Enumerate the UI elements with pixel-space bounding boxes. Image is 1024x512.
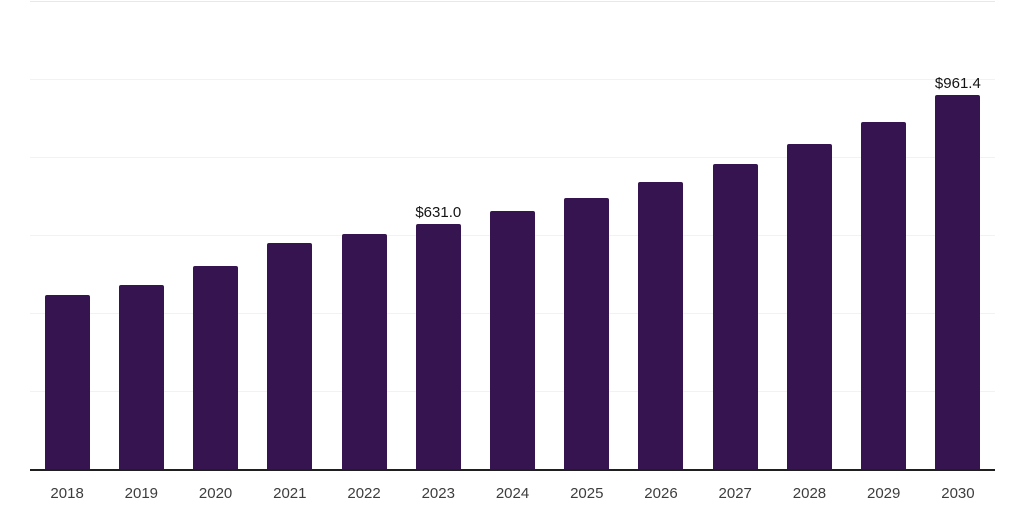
bar-2026 [638,182,684,470]
bar-2027 [712,164,758,470]
gridline-1000 [30,79,995,80]
plot-area: $631.0 $961.4 [30,1,995,471]
bar-2024 [490,210,535,470]
bar-2018 [44,295,90,470]
bar-2021 [267,243,313,470]
bar-2028 [786,144,832,470]
x-tick-2026: 2026 [644,485,678,502]
bar-2022 [341,234,387,470]
x-tick-2023: 2023 [421,485,455,502]
x-tick-2029: 2029 [867,485,901,502]
x-tick-2030: 2030 [941,485,975,502]
x-axis-line [30,469,995,471]
bar-2023: $631.0 [415,205,461,470]
x-tick-2024: 2024 [495,485,530,502]
x-tick-2019: 2019 [124,485,159,502]
bar-2029 [861,121,907,470]
x-tick-2022: 2022 [347,485,381,502]
bar-2030: $961.4 [935,76,981,470]
bar-2020 [193,266,239,470]
bar-2025 [564,198,610,470]
bar-value-label-2023: $631.0 [415,203,462,221]
x-tick-2025: 2025 [570,485,604,502]
x-tick-2020: 2020 [198,485,233,502]
bar-value-label-2030: $961.4 [934,75,981,93]
x-tick-2021: 2021 [273,485,307,502]
x-tick-2028: 2028 [792,485,827,502]
bar-2019 [118,285,164,470]
x-axis-labels: 2018 2019 2020 2021 2022 2023 2024 2025 2026 2027… [30,485,995,503]
gridline-1200 [30,1,995,2]
x-tick-2027: 2027 [718,485,752,502]
gridline-800 [30,157,995,159]
x-tick-2018: 2018 [50,485,84,502]
